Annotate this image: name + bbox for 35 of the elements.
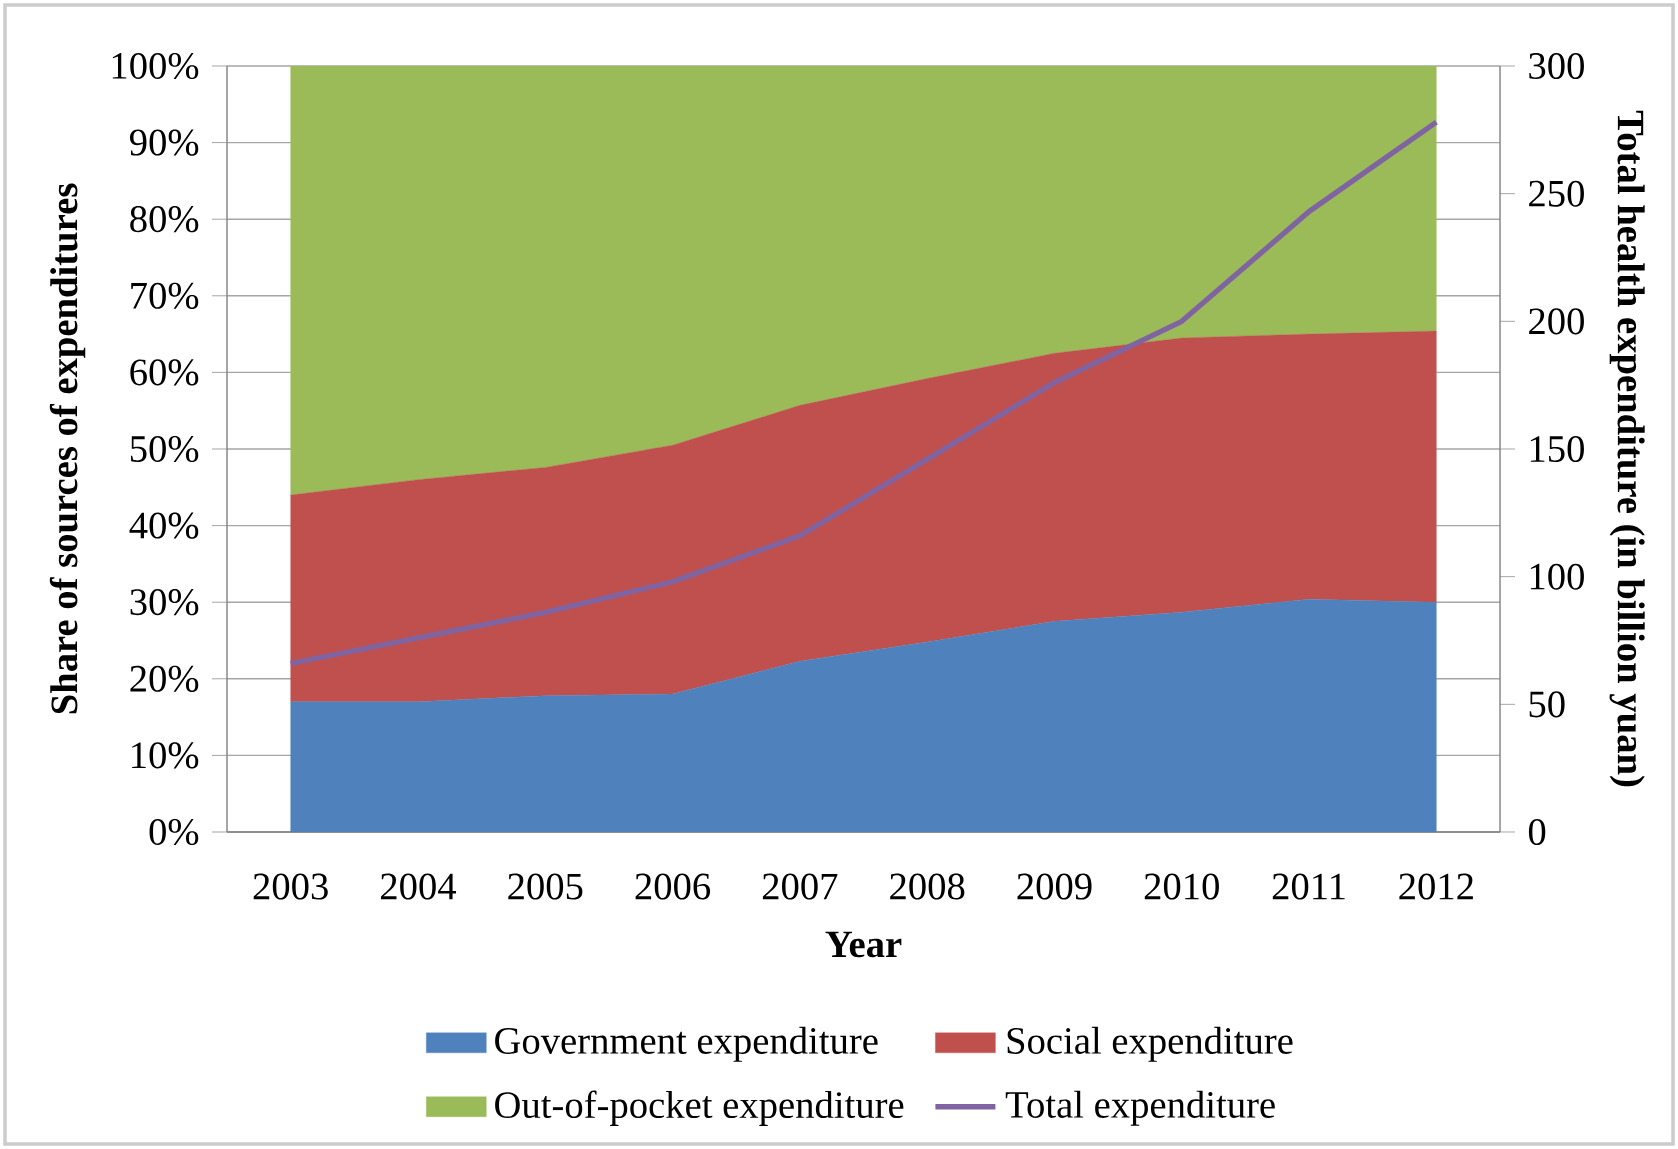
- y-tick-label: 0%: [149, 818, 199, 846]
- y-tick-label: 30%: [130, 589, 199, 616]
- y2-tick-label: 150: [1530, 435, 1584, 463]
- x-tick-label: 2004: [381, 873, 457, 900]
- y-tick-label: 60%: [130, 359, 199, 386]
- x-tick-label: 2009: [1017, 873, 1092, 900]
- y-tick-label: 20%: [130, 665, 199, 692]
- y2-tick-label: 0: [1528, 818, 1546, 846]
- y2-tick-label: 250: [1529, 180, 1584, 207]
- x-tick-label: 2012: [1399, 873, 1473, 900]
- legend-label: Social expenditure: [1007, 1026, 1293, 1062]
- y2-tick-label: 100: [1530, 563, 1584, 590]
- x-axis-title: Year: [825, 931, 902, 958]
- y2-tick-label: 50: [1529, 691, 1565, 718]
- legend-label: Government expenditure: [495, 1026, 878, 1062]
- x-tick-label: 2011: [1272, 873, 1345, 900]
- y2-tick-label: 200: [1529, 308, 1584, 335]
- x-tick-label: 2006: [635, 873, 711, 900]
- x-tick-label: 2008: [890, 873, 965, 900]
- y-tick-label: 10%: [132, 742, 199, 769]
- y-tick-label: 40%: [129, 512, 199, 539]
- x-tick-label: 2005: [508, 873, 583, 900]
- y-tick-label: 70%: [131, 282, 199, 309]
- y-tick-label: 50%: [130, 435, 199, 463]
- y-tick-label: 90%: [129, 129, 199, 156]
- x-tick-label: 2007: [762, 873, 838, 900]
- legend-label: Total expenditure: [1005, 1090, 1275, 1126]
- x-tick-label: 2003: [253, 873, 328, 900]
- legend-label: Out-of-pocket expenditure: [495, 1090, 904, 1126]
- y-axis-title: Share of sources of expenditures: [49, 183, 86, 714]
- y-tick-label: 80%: [130, 206, 199, 233]
- y2-tick-label: 300: [1529, 52, 1584, 80]
- y2-axis-title: Total health expenditure (in billion yuan): [1609, 110, 1645, 787]
- x-tick-label: 2010: [1144, 873, 1219, 900]
- y-tick-label: 100%: [112, 52, 199, 80]
